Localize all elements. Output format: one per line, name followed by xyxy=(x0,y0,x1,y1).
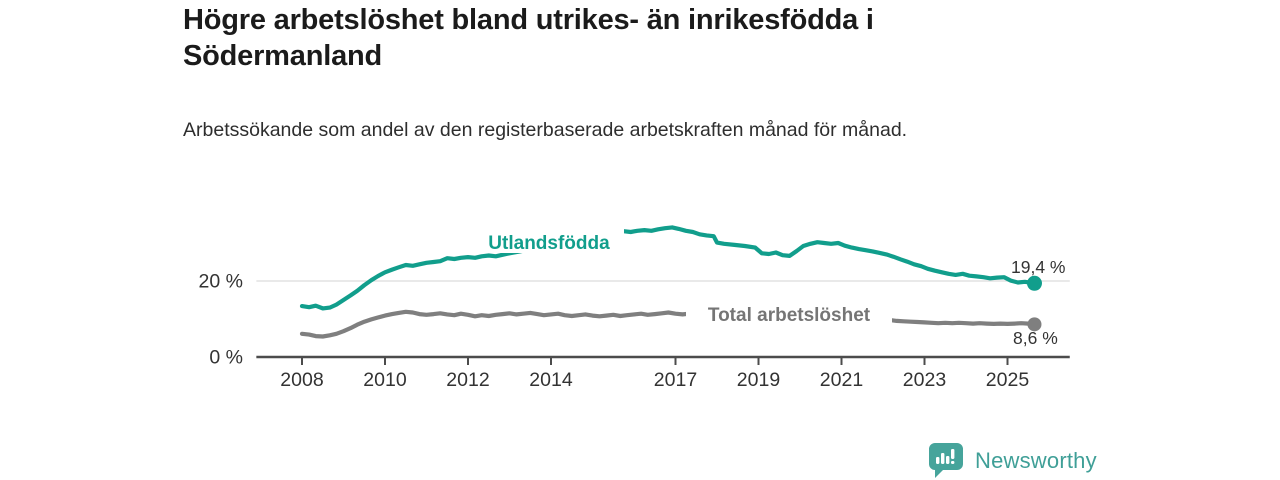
x-tick-label: 2012 xyxy=(446,369,489,391)
utlandsfodda-end-value: 19,4 % xyxy=(1011,257,1065,277)
x-tick-label: 2010 xyxy=(363,369,407,391)
bar-chart-glyph xyxy=(936,449,955,464)
x-tick-label: 2021 xyxy=(820,369,863,391)
total-end-dot xyxy=(1027,317,1042,332)
total-end-value: 8,6 % xyxy=(1013,328,1058,348)
series-label-total: Total arbetslöshet xyxy=(708,305,871,326)
x-tick-label: 2019 xyxy=(737,369,780,391)
utlandsfodda-line xyxy=(299,225,1037,311)
x-tick-label: 2014 xyxy=(529,369,573,391)
page-title: Högre arbetslöshet bland utrikes- än inr… xyxy=(183,4,874,72)
series-label-utlandsfodda: Utlandsfödda xyxy=(488,233,610,254)
exclamation-dot xyxy=(951,461,955,464)
y-tick-label: 0 % xyxy=(209,347,243,369)
x-tick-label: 2023 xyxy=(903,369,946,391)
utlandsfodda-end-dot xyxy=(1026,275,1042,291)
label-mask xyxy=(472,229,624,253)
x-tick-label: 2017 xyxy=(654,369,697,391)
y-tick-label: 20 % xyxy=(199,271,243,293)
chart-subtitle: Arbetssökande som andel av den registerb… xyxy=(183,119,908,141)
x-tick-label: 2025 xyxy=(986,369,1030,391)
newsworthy-logo-icon xyxy=(929,443,963,478)
brand-name: Newsworthy xyxy=(975,447,1097,473)
x-tick-label: 2008 xyxy=(280,369,323,391)
label-mask xyxy=(686,303,892,327)
total-line xyxy=(299,309,1037,339)
brand-footer: Newsworthy xyxy=(929,443,1097,478)
exclamation-bar xyxy=(951,449,955,459)
